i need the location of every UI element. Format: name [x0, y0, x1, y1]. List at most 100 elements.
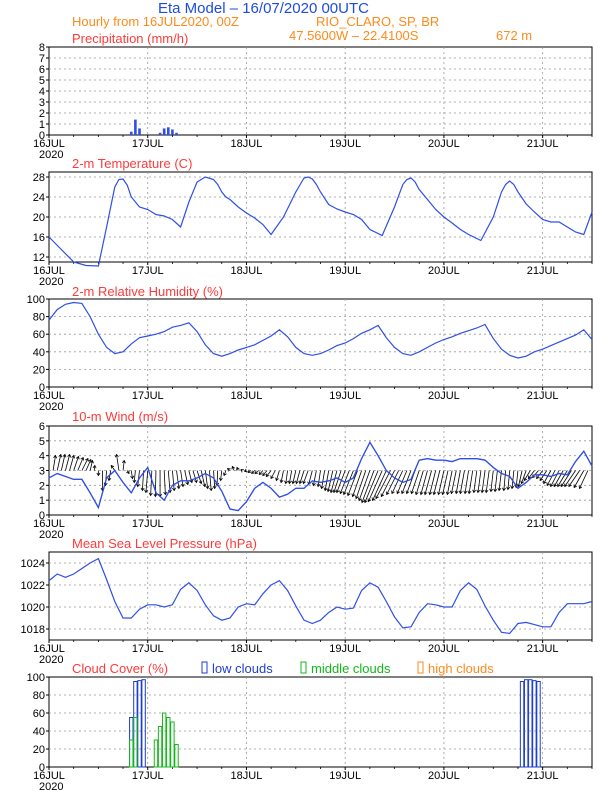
wind-arrow-head	[539, 477, 544, 482]
low-cloud-bar	[523, 679, 529, 768]
wind-arrow-shaft	[77, 457, 84, 471]
wind-arrow-head	[194, 479, 198, 484]
wind-arrow-shaft	[368, 470, 383, 502]
wind-arrow-head	[553, 483, 557, 488]
precip-xtick-label: 17JUL	[132, 138, 164, 150]
wind-xtick-label: 20JUL	[428, 518, 460, 530]
wind-arrow-shaft	[518, 470, 523, 487]
wind-arrow-head	[185, 481, 190, 486]
wind-arrow-shaft	[145, 470, 149, 493]
wind-arrow-shaft	[429, 470, 437, 495]
wind-arrow-head	[132, 479, 137, 484]
cloud-plot-frame	[48, 676, 593, 768]
wind-arrow-shaft	[200, 470, 206, 487]
wind-ytick-label: 5	[39, 436, 45, 448]
wind-arrow-shaft	[209, 470, 212, 491]
wind-arrow-head	[148, 492, 153, 497]
wind-arrow-shaft	[336, 470, 346, 493]
cloud-ytick-label: 80	[33, 690, 45, 702]
wind-xtick-label: 17JUL	[132, 518, 164, 530]
precip-ytick-label: 5	[39, 75, 45, 87]
wind-arrow-head	[262, 472, 266, 477]
wind-arrow-shaft	[285, 470, 288, 484]
temp-ytick-label: 24	[33, 192, 45, 204]
low-cloud-bar	[536, 681, 541, 768]
precip-ytick-label: 3	[39, 97, 45, 109]
wind-arrow-shaft	[415, 470, 424, 495]
wind-arrow-head	[254, 470, 259, 474]
cloud-ytick-label: 100	[27, 672, 45, 684]
wind-arrow-head	[284, 480, 289, 485]
wind-arrow-head	[502, 487, 506, 492]
wind-arrow-head	[414, 491, 419, 496]
wind-arrow-shaft	[122, 460, 125, 471]
wind-arrow-shaft	[150, 470, 153, 496]
middle-cloud-bar	[170, 721, 175, 768]
wind-arrow-shaft	[546, 470, 556, 486]
wind-arrow-head	[240, 469, 245, 473]
wind-arrow-shaft	[73, 456, 79, 471]
wind-arrow-head	[212, 485, 217, 490]
temp-ytick-label: 20	[33, 212, 45, 224]
mslp-ytick-label: 1018	[21, 624, 45, 636]
wind-arrow-head	[144, 489, 149, 494]
wind-arrow-shaft	[515, 470, 519, 488]
wind-arrow-head	[450, 490, 454, 495]
wind-arrow-head	[458, 490, 463, 495]
cloud-legend: low clouds middle clouds high clouds	[201, 661, 494, 676]
low-clouds-label: low clouds	[212, 661, 273, 676]
wind-arrow-head	[153, 493, 158, 498]
cloud-year-label: 2020	[39, 781, 63, 792]
wind-arrow-head	[578, 485, 583, 490]
wind-arrow-head	[423, 491, 428, 496]
wind-arrow-shaft	[270, 470, 276, 479]
wind-arrow-head	[67, 453, 71, 458]
wind-arrow-shaft	[424, 470, 432, 495]
wind-arrow-shaft	[507, 470, 511, 490]
wind-arrow-head	[476, 489, 481, 494]
wind-arrow-head	[107, 477, 112, 482]
wind-arrow-head	[391, 490, 395, 495]
wind-arrow-shaft	[176, 470, 180, 489]
wind-arrow-head	[401, 490, 405, 495]
wind-arrow-shaft	[579, 470, 589, 489]
low-cloud-bar	[129, 717, 134, 768]
wind-arrow-head	[523, 477, 528, 482]
wind-arrow-head	[180, 483, 185, 488]
wind-arrow-head	[560, 483, 565, 488]
wind-arrow-head	[302, 480, 306, 485]
cloud-ytick-label: 0	[39, 762, 45, 774]
wind-arrow-shaft	[116, 454, 120, 471]
wind-arrow-shaft	[455, 470, 461, 494]
cloud-ytick-label: 20	[33, 744, 45, 756]
wind-arrow-head	[419, 491, 424, 496]
temp-ytick-label: 16	[33, 232, 45, 244]
wind-arrow-shaft	[550, 470, 560, 487]
wind-arrow-head	[332, 489, 337, 494]
wind-arrow-head	[258, 471, 263, 476]
cloud-xtick-label: 21JUL	[527, 770, 559, 782]
wind-arrow-head	[472, 489, 477, 494]
wind-arrow-shaft	[401, 470, 412, 494]
wind-arrow-shaft	[163, 470, 166, 495]
high-clouds-label: high clouds	[428, 661, 494, 676]
wind-arrow-head	[380, 493, 385, 498]
wind-arrow-shaft	[459, 470, 465, 494]
wind-arrow-shaft	[433, 470, 441, 495]
wind-speed-line	[48, 441, 593, 512]
wind-arrow-head	[114, 453, 119, 458]
wind-arrow-head	[463, 490, 468, 495]
rh-ytick-label: 60	[33, 329, 45, 341]
low-cloud-bar	[133, 681, 138, 768]
wind-arrow-head	[557, 483, 561, 488]
wind-ytick-label: 2	[39, 480, 45, 492]
station-elevation: 672 m	[496, 28, 532, 43]
hourly-subtitle: Hourly from 16JUL2020, 00Z	[72, 14, 239, 29]
wind-arrow-head	[298, 480, 303, 485]
wind-arrow-shaft	[220, 470, 223, 481]
temp-xtick-label: 18JUL	[231, 265, 263, 277]
wind-arrow-shaft	[573, 470, 585, 488]
rh-xtick-label: 21JUL	[527, 390, 559, 402]
wind-panel: 0 1 2 3 4 5 6 16JUL 17JUL 18JUL 19JUL 20JUL 21JUL 202…	[33, 409, 593, 541]
